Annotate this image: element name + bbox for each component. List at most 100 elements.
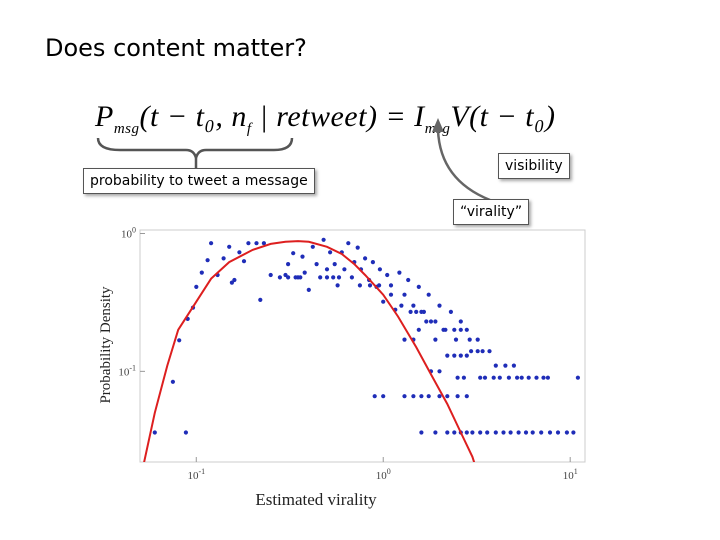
data-point [408,309,413,314]
data-point [515,375,520,380]
data-point [519,375,524,380]
data-point [205,258,210,263]
data-point [433,430,438,435]
data-point [335,283,340,288]
data-point [346,241,351,246]
data-point [452,430,457,435]
data-point [452,327,457,332]
data-point [152,430,157,435]
x-tick-label: 101 [563,467,578,482]
data-point [433,337,438,342]
data-point [324,267,330,272]
y-tick-label: 100 [121,225,136,240]
data-point [508,430,513,435]
fit-curve [143,240,476,462]
data-point [221,256,226,261]
data-point [291,251,296,256]
data-point [336,275,342,280]
data-point [433,319,438,324]
data-point [406,277,411,283]
formula-lhs-sub: msg [113,121,140,137]
data-point [480,349,485,354]
data-point [501,430,506,435]
data-point [349,275,354,280]
data-point [458,319,463,324]
data-point [209,241,214,246]
data-point [381,394,386,399]
data-point [455,375,460,380]
y-axis-label: Probability Density [98,286,114,404]
data-point [286,262,291,267]
virality-callout: “virality” [453,199,530,225]
data-point [194,284,199,289]
data-point [318,275,323,280]
data-point [385,272,390,278]
data-point [416,284,421,289]
data-point [497,375,502,380]
data-point [511,363,516,368]
data-point [258,297,263,302]
data-point [310,244,315,249]
data-point [227,244,232,249]
data-point [571,430,576,435]
x-tick-label: 10-1 [187,467,205,482]
data-point [475,349,480,354]
data-point [411,303,416,308]
data-point [306,287,311,292]
data-point [388,292,394,297]
data-point [232,277,237,283]
data-point [332,262,337,267]
data-point [564,430,570,435]
data-point [363,256,368,261]
data-point [437,394,442,399]
data-point [402,292,407,297]
data-point [399,303,404,308]
slide-title: Does content matter? [45,34,307,62]
data-point [464,327,469,332]
data-point [458,327,463,332]
data-point [377,267,382,272]
data-point [293,275,298,280]
data-point [452,353,457,358]
data-point [328,250,333,255]
visibility-callout: visibility [498,153,570,179]
data-point [237,250,242,255]
data-point [493,363,498,368]
y-tick-label: 10-1 [118,363,136,378]
x-tick-label: 100 [376,467,391,482]
data-point [516,430,521,435]
data-point [523,430,529,435]
data-point [464,394,469,399]
data-point [367,283,373,288]
data-point [199,270,204,275]
probability-callout: probability to tweet a message [83,168,315,194]
data-point [445,353,450,358]
data-point [428,319,434,324]
data-point [453,337,459,342]
data-point [357,283,362,288]
data-point [470,430,475,435]
data-point [411,394,416,399]
formula-lhs-args: (t − t₀, n [139,100,247,133]
data-point [177,338,182,343]
data-point [482,375,488,380]
data-point [355,245,360,250]
formula-rhs-body: V(t − t₀) [450,100,556,133]
data-point [437,369,442,374]
data-point [170,379,175,384]
data-point [241,259,247,264]
data-point [469,349,474,354]
data-point [541,375,546,380]
data-point [478,430,483,435]
data-point [424,319,429,324]
data-point [534,375,539,380]
data-point [298,275,303,280]
data-point [416,327,421,332]
data-point [302,270,307,275]
data-point [419,430,424,435]
data-point [503,363,508,368]
data-point [445,430,450,435]
formula-lhs-args-sub: f [246,121,252,137]
data-point [183,430,188,435]
